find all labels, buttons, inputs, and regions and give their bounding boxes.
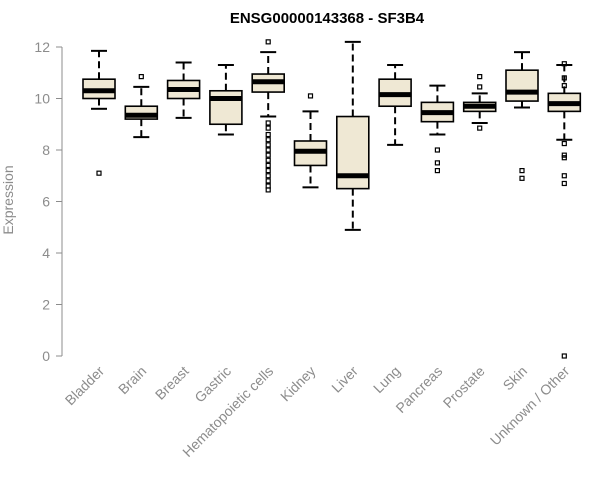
outlier-point [265, 178, 271, 184]
x-category-label: Unknown / Other [487, 363, 573, 449]
x-category-label: Prostate [440, 363, 488, 411]
y-tick-label: 6 [42, 194, 50, 210]
x-category-label: Liver [328, 363, 361, 396]
outlier-point [265, 137, 271, 143]
outlier-point [561, 353, 567, 359]
y-tick-label: 12 [34, 39, 50, 55]
outlier-point [519, 168, 525, 174]
box-breast [166, 61, 201, 119]
outlier-point [434, 147, 440, 153]
boxes-group [82, 39, 582, 359]
x-category-label: Breast [152, 363, 192, 403]
outlier-point [265, 162, 271, 169]
chart-title: ENSG00000143368 - SF3B4 [230, 10, 425, 27]
outlier-point [265, 157, 271, 163]
x-category-label: Bladder [62, 363, 108, 409]
outlier-point [265, 125, 271, 131]
outlier-point [265, 120, 271, 126]
box-brain [124, 74, 159, 139]
box-bladder [82, 49, 116, 176]
x-category-label: Skin [500, 363, 531, 394]
outlier-point [561, 155, 567, 161]
box-pancreas [420, 84, 455, 174]
outlier-point [561, 61, 567, 67]
outlier-point [561, 180, 567, 187]
x-category-label: Pancreas [392, 363, 445, 416]
outlier-point [477, 84, 483, 90]
outlier-point [307, 93, 314, 99]
outlier-point [265, 152, 271, 158]
y-tick-label: 0 [42, 348, 50, 364]
outlier-point [96, 170, 102, 176]
outlier-point [265, 168, 271, 174]
x-category-label: Kidney [277, 363, 319, 405]
y-tick-label: 2 [42, 297, 50, 313]
outlier-point [265, 173, 271, 179]
outlier-point [477, 125, 483, 131]
x-category-label: Lung [370, 363, 403, 396]
box-unknown-other [547, 61, 582, 359]
box-liver [335, 40, 370, 231]
outlier-point [434, 168, 440, 174]
box-iqr [505, 69, 539, 102]
outlier-point [265, 147, 271, 153]
outlier-point [265, 131, 271, 138]
y-axis: 0 2 4 6 8 10 12 [34, 39, 63, 364]
outlier-point [519, 175, 525, 181]
x-category-label: Brain [115, 363, 149, 397]
outlier-point [477, 74, 483, 80]
outlier-point [561, 75, 567, 81]
y-tick-label: 10 [34, 91, 50, 107]
outlier-point [138, 74, 144, 80]
box-hematopoietic-cells [251, 39, 285, 193]
outlier-point [434, 160, 440, 166]
outlier-point [265, 187, 271, 193]
y-tick-label: 8 [42, 142, 50, 158]
outlier-point [561, 173, 567, 179]
outlier-point [561, 83, 567, 89]
box-iqr [209, 89, 243, 126]
outlier-point [265, 142, 271, 148]
y-tick-label: 4 [42, 245, 50, 261]
box-skin [505, 51, 539, 181]
box-kidney [293, 93, 328, 189]
outlier-point [561, 140, 567, 147]
box-gastric [209, 64, 243, 136]
box-lung [378, 64, 412, 146]
outlier-point [265, 39, 271, 45]
box-prostate [462, 74, 497, 131]
y-axis-label: Expression [0, 165, 16, 234]
